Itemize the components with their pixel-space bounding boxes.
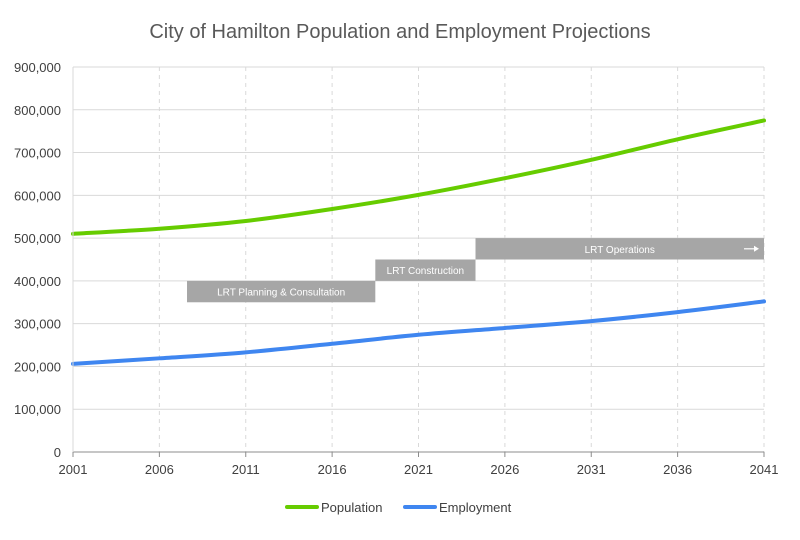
y-tick-label: 300,000	[14, 317, 61, 332]
series-line-population	[71, 118, 766, 236]
x-tick-label: 2041	[750, 462, 779, 477]
y-tick-label: 800,000	[14, 103, 61, 118]
y-tick-label: 700,000	[14, 146, 61, 161]
lrt-phase-bar	[187, 280, 376, 303]
x-tick-label: 2016	[318, 462, 347, 477]
y-tick-label: 500,000	[14, 231, 61, 246]
y-tick-label: 400,000	[14, 274, 61, 289]
chart-title: City of Hamilton Population and Employme…	[149, 21, 650, 43]
x-tick-label: 2031	[577, 462, 606, 477]
lrt-phase-label: LRT Operations	[585, 245, 655, 256]
annotations: LRT Planning & Consultation LRT Construct…	[187, 238, 764, 303]
axes: 0 100,000 200,000 300,000 400,000 500,000 600,…	[14, 60, 778, 477]
lrt-phase-label: LRT Construction	[387, 266, 464, 277]
series-line-employment	[71, 299, 766, 366]
x-tick-label: 2036	[663, 462, 692, 477]
legend-label: Employment	[439, 500, 512, 515]
x-tick-label: 2026	[490, 462, 519, 477]
y-tick-label: 100,000	[14, 402, 61, 417]
lrt-phase-label: LRT Planning & Consultation	[217, 288, 345, 299]
x-tick-label: 2001	[59, 462, 88, 477]
arrow-icon	[754, 245, 759, 252]
lrt-phase-bar	[475, 238, 764, 260]
lrt-phase-bar	[375, 259, 476, 281]
y-tick-label: 0	[54, 445, 61, 460]
legend: Population Employment	[285, 500, 512, 515]
y-tick-label: 200,000	[14, 359, 61, 374]
series	[71, 118, 766, 366]
x-tick-label: 2011	[232, 462, 260, 477]
x-tick-label: 2021	[404, 462, 433, 477]
y-tick-label: 600,000	[14, 188, 61, 203]
y-tick-label: 900,000	[14, 60, 61, 75]
x-tick-label: 2006	[145, 462, 174, 477]
legend-label: Population	[321, 500, 382, 515]
